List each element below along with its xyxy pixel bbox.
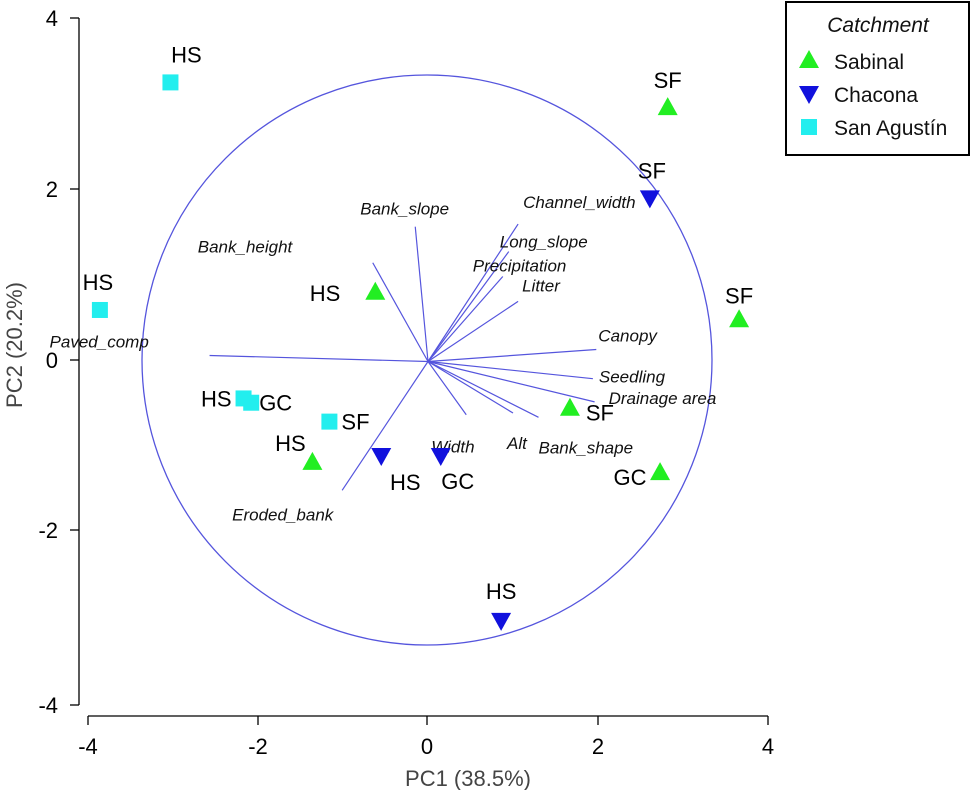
data-point-label: SF xyxy=(586,401,614,426)
loading-vector xyxy=(341,361,429,491)
score-point-labels: SF SF SF GC HS HS SF HS GC HS HS HS HS GC SF xyxy=(83,42,754,603)
legend-marker xyxy=(801,119,817,135)
data-point-label: HS xyxy=(201,386,232,411)
loading-vector xyxy=(427,348,597,363)
loading-vector-label: Bank_height xyxy=(198,238,294,257)
loading-vector xyxy=(414,226,429,362)
loading-vectors xyxy=(209,223,597,491)
data-point-marker xyxy=(650,462,671,481)
loading-vector-label: Paved_comp xyxy=(50,332,149,351)
loading-vector-label: Eroded_bank xyxy=(232,505,335,524)
data-point-marker xyxy=(302,451,323,470)
data-point-label: HS xyxy=(310,281,341,306)
loading-vector-label: Channel_width xyxy=(523,193,635,212)
loading-vector xyxy=(427,276,504,362)
y-tick-label: -4 xyxy=(38,693,58,718)
loading-vector xyxy=(427,251,510,362)
correlation-circle xyxy=(141,74,713,646)
data-point-label: GC xyxy=(614,465,647,490)
legend-items: Sabinal Chacona San Agustín xyxy=(799,50,947,140)
legend-marker xyxy=(799,50,819,68)
y-tick-label: -2 xyxy=(38,518,58,543)
data-point-label: HS xyxy=(171,42,202,67)
loading-vector xyxy=(427,360,514,414)
data-point-marker xyxy=(162,74,179,91)
data-point-marker xyxy=(657,97,678,116)
loading-vector xyxy=(427,300,519,362)
data-point-label: HS xyxy=(390,470,421,495)
data-point-label: HS xyxy=(486,579,517,604)
data-point-label: HS xyxy=(275,431,306,456)
data-point-marker xyxy=(639,190,660,209)
x-axis-title: PC1 (38.5%) xyxy=(405,766,531,790)
data-point-marker xyxy=(243,394,260,411)
legend-label: San Agustín xyxy=(834,117,947,140)
data-point-label: GC xyxy=(259,391,292,416)
loading-vector xyxy=(427,361,467,416)
data-point-marker xyxy=(559,397,580,416)
data-point-label: SF xyxy=(341,410,369,435)
y-tick-label: 0 xyxy=(46,348,58,373)
legend: Catchment Sabinal Chacona San Agustín xyxy=(785,1,970,156)
loading-vector xyxy=(427,223,519,362)
y-tick-label: 4 xyxy=(46,6,58,31)
loading-vector xyxy=(209,354,429,363)
y-axis-title: PC2 (20.2%) xyxy=(2,282,27,408)
loading-vector xyxy=(427,360,539,418)
loading-vector-label: Litter xyxy=(522,276,561,295)
data-point-marker xyxy=(91,301,108,318)
loading-vector xyxy=(427,360,593,380)
legend-label: Chacona xyxy=(834,84,918,107)
data-point-marker xyxy=(491,612,512,631)
x-tick-label: -4 xyxy=(78,734,98,759)
legend-label: Sabinal xyxy=(834,51,904,74)
data-point-marker xyxy=(729,309,750,328)
data-point-label: HS xyxy=(83,270,114,295)
loading-vector-label: Drainage area xyxy=(609,389,717,408)
loading-vector-label: Bank_shape xyxy=(539,438,634,457)
loading-vector xyxy=(372,262,429,362)
data-point-label: SF xyxy=(725,283,753,308)
x-tick-label: 4 xyxy=(762,734,774,759)
x-axis: -4 -2 0 2 4 xyxy=(78,715,774,759)
loading-vector-label: Canopy xyxy=(598,326,658,345)
legend-title: Catchment xyxy=(827,14,930,37)
data-point-label: SF xyxy=(654,68,682,93)
x-tick-label: 2 xyxy=(592,734,604,759)
y-axis: 4 2 0 -2 -4 xyxy=(38,6,80,718)
x-tick-label: 0 xyxy=(421,734,433,759)
data-point-marker xyxy=(430,447,451,466)
data-point-marker xyxy=(321,413,338,430)
x-tick-label: -2 xyxy=(248,734,268,759)
loading-vector-labels: Bank_slope Bank_height Channel_width Long_s… xyxy=(50,193,717,524)
loading-vector-label: Precipitation xyxy=(473,256,567,275)
data-point-label: GC xyxy=(441,469,474,494)
loading-vector-label: Bank_slope xyxy=(360,200,449,219)
data-point-label: SF xyxy=(638,158,666,183)
legend-marker xyxy=(799,86,819,104)
loading-vector-label: Seedling xyxy=(599,368,666,387)
y-tick-label: 2 xyxy=(46,177,58,202)
loading-vector-label: Alt xyxy=(506,434,528,453)
data-point-marker xyxy=(371,447,392,466)
loading-vector-label: Long_slope xyxy=(500,233,588,252)
loading-vector xyxy=(427,360,595,403)
data-point-marker xyxy=(365,281,386,300)
score-markers xyxy=(91,74,750,631)
